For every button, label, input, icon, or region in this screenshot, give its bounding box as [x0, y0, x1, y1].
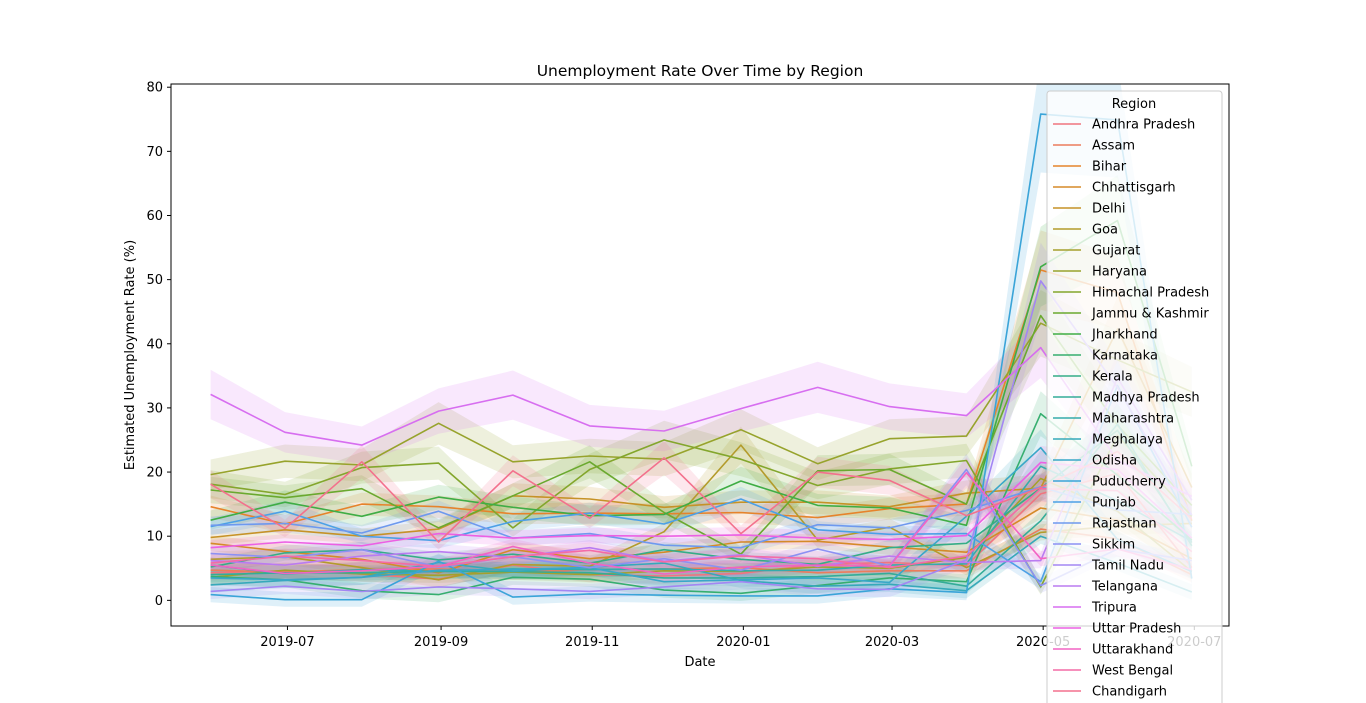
y-tick-label: 40 [146, 337, 163, 352]
legend-label: Kerala [1092, 370, 1133, 385]
legend-label: Odisha [1092, 454, 1137, 469]
y-tick-label: 30 [146, 401, 163, 416]
band-24 [210, 445, 1192, 556]
legend-label: Tamil Nadu [1091, 559, 1164, 574]
y-axis: 0 10 20 30 40 50 60 70 80 [146, 81, 171, 609]
series-line-27 [210, 450, 1193, 543]
legend-label: Puducherry [1092, 475, 1166, 490]
legend-label: Maharashtra [1092, 412, 1174, 427]
legend-label: West Bengal [1092, 664, 1173, 679]
band-7 [210, 290, 1192, 490]
x-tick-label: 2019-09 [414, 635, 468, 650]
x-tick-label: 2020-01 [716, 635, 770, 650]
legend-label: Himachal Pradesh [1092, 286, 1209, 301]
series-line-7 [210, 322, 1193, 476]
band-3 [210, 496, 1192, 581]
x-tick-label: 2019-11 [565, 635, 619, 650]
band-8 [210, 415, 1192, 595]
legend-label: Tripura [1091, 601, 1137, 616]
series-line-22 [210, 376, 1193, 568]
series-line-9 [210, 314, 1193, 556]
legend-label: Karnataka [1092, 349, 1158, 364]
x-axis-title: Date [684, 655, 715, 670]
confidence-bands [210, 84, 1192, 607]
legend-label: Goa [1092, 223, 1118, 238]
legend-label: Madhya Pradesh [1092, 391, 1200, 406]
band-13 [210, 402, 1192, 594]
legend-label: Punjab [1092, 496, 1136, 511]
plot-frame [170, 83, 1230, 627]
chart-title: Unemployment Rate Over Time by Region [537, 62, 864, 80]
y-tick-label: 70 [146, 145, 163, 160]
band-9 [210, 281, 1192, 562]
series-line-17 [210, 113, 1193, 601]
band-25 [210, 457, 1192, 582]
series-line-16 [210, 446, 1193, 584]
legend-title: Region [1112, 97, 1157, 112]
series-line-23 [210, 346, 1193, 498]
legend-label: Uttarakhand [1092, 643, 1173, 658]
legend-label: Uttar Pradesh [1092, 622, 1181, 637]
legend-label: Andhra Pradesh [1092, 118, 1195, 133]
series-lines [210, 113, 1193, 601]
legend-label: Telangana [1091, 580, 1158, 595]
legend: Region Andhra Pradesh Assam Bihar Chhattisg… [1046, 90, 1223, 703]
series-line-26 [210, 487, 1193, 569]
band-23 [210, 317, 1192, 509]
series-line-13 [210, 423, 1193, 588]
legend-label: Assam [1092, 139, 1135, 154]
legend-label: Chandigarh [1092, 685, 1167, 700]
series-line-12 [210, 429, 1193, 568]
legend-label: Chhattisgarh [1092, 181, 1176, 196]
legend-label: Sikkim [1092, 538, 1135, 553]
legend-label: Bihar [1092, 160, 1127, 175]
band-18 [210, 359, 1192, 590]
series-line-20 [210, 468, 1192, 587]
series-line-24 [210, 461, 1193, 549]
series-line-10 [210, 219, 1193, 527]
series-line-25 [210, 471, 1193, 575]
series-line-19 [210, 485, 1192, 549]
band-6 [210, 463, 1192, 585]
legend-box [1046, 90, 1223, 703]
y-tick-label: 50 [146, 273, 163, 288]
band-19 [210, 473, 1192, 556]
x-tick-label: 2020-03 [865, 635, 919, 650]
y-axis-title: Estimated Unemployment Rate (%) [123, 240, 138, 470]
x-tick-label: 2019-07 [260, 635, 314, 650]
series-line-4 [210, 328, 1193, 539]
legend-label: Rajasthan [1092, 517, 1157, 532]
legend-label: Delhi [1092, 202, 1125, 217]
y-tick-label: 10 [146, 530, 163, 545]
legend-label: Haryana [1092, 265, 1147, 280]
band-11 [210, 391, 1192, 603]
legend-label: Gujarat [1092, 244, 1140, 259]
y-tick-label: 0 [155, 594, 163, 609]
legend-label: Jammu & Kashmir [1091, 307, 1209, 322]
legend-label: Meghalaya [1092, 433, 1163, 448]
y-tick-label: 80 [146, 81, 163, 96]
y-tick-label: 20 [146, 466, 163, 481]
series-line-18 [210, 384, 1193, 583]
series-line-21 [210, 280, 1193, 593]
legend-label: Jharkhand [1091, 328, 1158, 343]
band-16 [210, 429, 1192, 591]
y-tick-label: 60 [146, 209, 163, 224]
